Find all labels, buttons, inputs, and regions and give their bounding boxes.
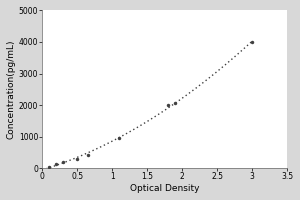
X-axis label: Optical Density: Optical Density xyxy=(130,184,200,193)
Y-axis label: Concentration(pg/mL): Concentration(pg/mL) xyxy=(7,40,16,139)
